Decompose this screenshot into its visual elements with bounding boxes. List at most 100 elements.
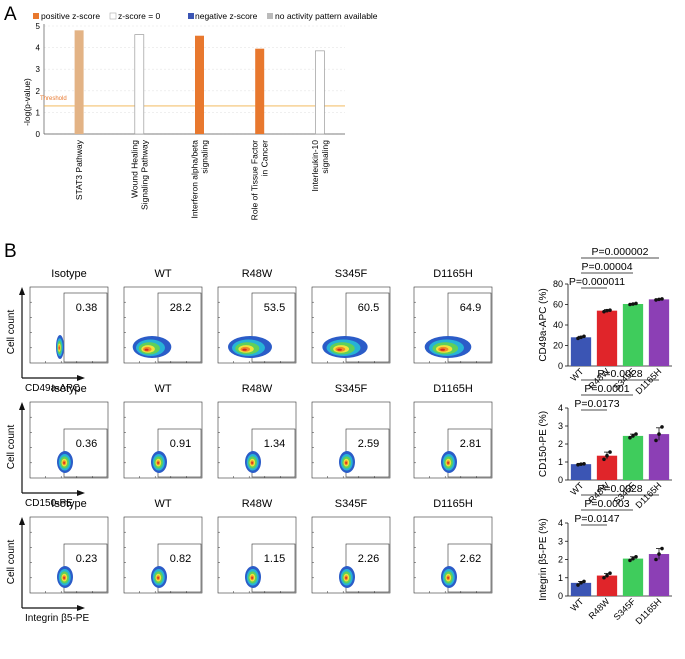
data-point [628, 302, 632, 307]
x-tick-label: D1165H [633, 596, 663, 626]
p-value-label: P=0.0147 [574, 513, 619, 525]
x-tick-label-group: D1165H [633, 596, 663, 626]
data-point [576, 583, 580, 587]
group-bar [596, 310, 618, 366]
category-label-line: signaling [200, 140, 210, 174]
cell-count-label: Cell count [6, 310, 17, 355]
sample-title: WT [154, 498, 171, 510]
density-contour [337, 348, 342, 351]
y-tick-label: 5 [36, 22, 41, 31]
p-value-label: P=0.000011 [569, 276, 625, 288]
data-point [628, 435, 632, 440]
category-label: Interleukin-10signaling [310, 140, 330, 192]
y-tick-label: 0 [36, 130, 41, 139]
density-contour [144, 348, 149, 351]
category-label-line: signaling [320, 140, 330, 174]
gate-percentage: 1.15 [264, 553, 285, 565]
p-value-label: P=0.00004 [581, 261, 632, 273]
p-value-label: P=0.0001 [584, 383, 629, 395]
legend-positive-swatch [33, 13, 39, 19]
y-tick-label: 20 [553, 341, 563, 351]
gate-percentage: 1.34 [264, 438, 285, 450]
category-label-line: Interleukin-10 [310, 140, 320, 192]
gate-percentage: 53.5 [264, 302, 285, 314]
data-point [657, 552, 661, 556]
flow-row-0: Isotype WT R48W S345F D1165H 0.38 28.2 53.5 60.5… [6, 268, 493, 394]
flow-plot: 64.9 [413, 286, 493, 364]
pathway-bar [315, 50, 325, 135]
x-tick-label: WT [568, 366, 585, 383]
flow-plot: 1.15 [217, 516, 297, 594]
data-point [660, 546, 664, 551]
category-label-line: Signaling Pathway [139, 139, 149, 210]
category-label: STAT3 Pathway [74, 139, 84, 200]
data-point [582, 334, 586, 339]
data-point [608, 571, 612, 575]
gate-box [345, 292, 390, 363]
arrow-head-up [19, 517, 25, 525]
data-point [576, 336, 580, 341]
data-point [605, 573, 609, 578]
x-tick-label-group: WT [568, 366, 585, 383]
gate-percentage: 2.81 [460, 438, 481, 450]
data-point [657, 297, 661, 302]
sample-title: R48W [242, 498, 273, 510]
gate-box [251, 292, 296, 363]
y-tick-label: 0 [558, 361, 563, 371]
gate-percentage: 2.62 [460, 553, 481, 565]
marker-label: CD49a-APC [25, 383, 80, 394]
gate-percentage: 28.2 [170, 302, 191, 314]
panel-a: A positive z-score z-score = 0 negative … [4, 4, 378, 220]
density-contour [447, 461, 449, 464]
flow-plot: 2.62 [413, 516, 493, 594]
group-bar [570, 337, 592, 366]
data-point [579, 581, 583, 585]
sample-title: Isotype [51, 268, 86, 280]
sample-title: S345F [335, 268, 368, 280]
gate-percentage: 0.91 [170, 438, 191, 450]
y-tick-label: 4 [558, 518, 563, 528]
sample-title: S345F [335, 498, 368, 510]
gate-percentage: 0.36 [76, 438, 97, 450]
category-label-text: Interferon alpha/betasignaling [190, 140, 210, 219]
data-point [602, 457, 606, 462]
category-label-text: Wound HealingSignaling Pathway [129, 139, 149, 210]
data-point [608, 308, 612, 312]
group-bar [622, 303, 644, 366]
y-axis-label: CD49a-APC (%) [538, 288, 549, 361]
sample-title: S345F [335, 383, 368, 395]
y-tick-label: 3 [36, 65, 41, 74]
data-point [576, 462, 580, 467]
sample-title: D1165H [433, 268, 473, 280]
y-tick-label: 60 [553, 300, 563, 310]
density-contour [251, 576, 253, 580]
category-label-text: STAT3 Pathway [74, 139, 84, 200]
gate-percentage: 60.5 [358, 302, 379, 314]
panel-b-label: B [4, 241, 17, 262]
flow-plot: 2.59 [311, 401, 391, 479]
x-tick-label: R48W [587, 596, 612, 621]
sample-title: R48W [242, 268, 273, 280]
sample-title: D1165H [433, 498, 473, 510]
density-contour [447, 576, 449, 580]
legend-none-text: no activity pattern available [275, 11, 378, 21]
legend-positive-text: positive z-score [41, 11, 100, 21]
data-point [660, 297, 664, 301]
flow-plot: 53.5 [217, 286, 297, 364]
data-point [602, 575, 606, 580]
data-point [634, 301, 638, 306]
x-tick-label-group: WT [568, 596, 585, 613]
p-value-label: P=0.0028 [597, 368, 642, 380]
y-tick-label: 2 [36, 87, 41, 96]
legend-negative-text: negative z-score [195, 11, 258, 21]
p-value-label: P=0.000002 [592, 246, 649, 258]
gate-box [157, 292, 202, 363]
group-bar [648, 299, 670, 366]
y-tick-label: 0 [558, 475, 563, 485]
category-label-line: Role of Tissue Factor [250, 140, 260, 220]
sample-title: WT [154, 268, 171, 280]
legend-negative-swatch [188, 13, 194, 19]
category-label: Wound HealingSignaling Pathway [129, 139, 149, 210]
